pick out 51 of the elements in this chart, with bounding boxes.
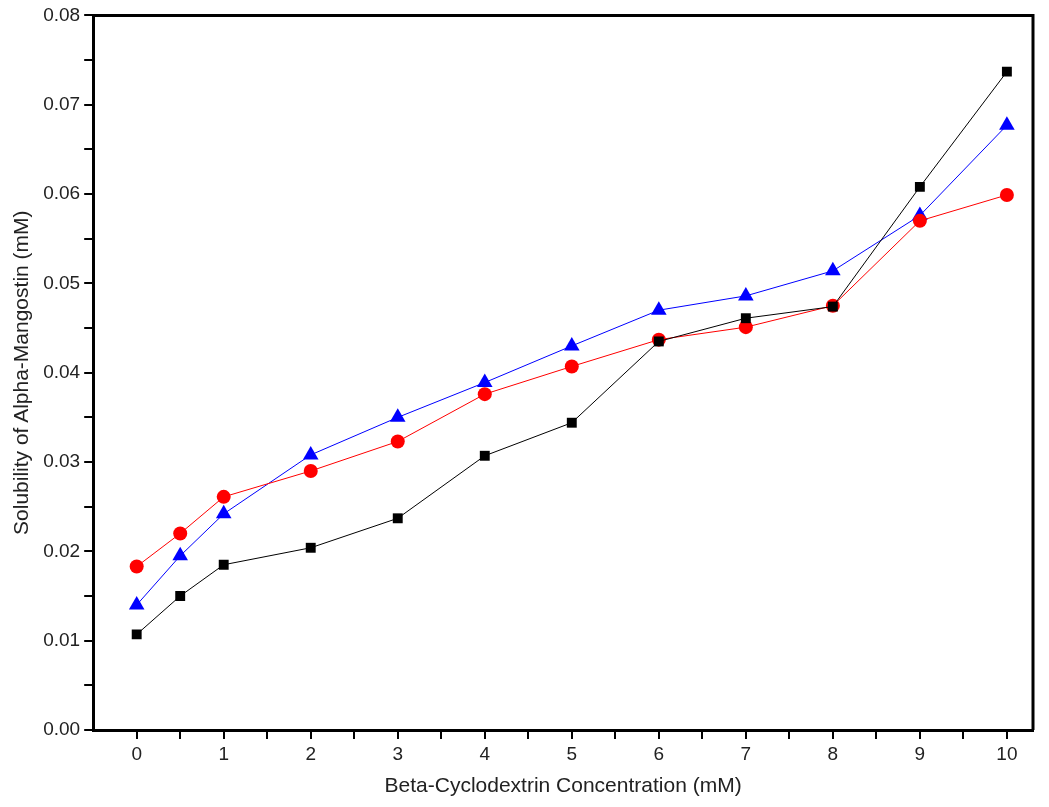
point xyxy=(740,313,751,324)
point xyxy=(175,591,186,601)
point xyxy=(477,387,492,402)
point xyxy=(825,261,841,276)
point xyxy=(389,408,406,422)
point xyxy=(476,373,493,388)
point xyxy=(131,629,142,640)
x-tick-label: 6 xyxy=(653,742,665,764)
point xyxy=(564,336,580,351)
point xyxy=(215,504,232,519)
y-tick-label: 0.01 xyxy=(43,628,81,650)
x-tick-label: 8 xyxy=(827,742,839,764)
point xyxy=(738,286,754,301)
point xyxy=(564,359,579,374)
y-tick-label: 0.07 xyxy=(43,92,81,114)
x-tick-label: 7 xyxy=(740,742,752,764)
point xyxy=(305,542,316,553)
point xyxy=(392,513,403,524)
point xyxy=(1001,66,1012,77)
point xyxy=(303,463,318,478)
x-tick-label: 2 xyxy=(305,742,317,764)
y-axis-title: Solubility of Alpha-Mangostin (mM) xyxy=(9,210,33,535)
point xyxy=(218,559,229,570)
point xyxy=(216,489,231,504)
x-tick-label: 3 xyxy=(392,742,404,764)
point xyxy=(912,213,927,228)
x-tick-label: 5 xyxy=(566,742,578,764)
point xyxy=(479,450,490,461)
x-tick-label: 9 xyxy=(914,742,926,764)
x-tick-label: 0 xyxy=(131,742,142,764)
x-tick-label: 10 xyxy=(996,742,1018,764)
point xyxy=(390,434,405,449)
point xyxy=(651,301,667,315)
y-tick-label: 0.04 xyxy=(43,360,81,382)
point xyxy=(302,445,319,460)
point xyxy=(914,181,925,192)
y-tick-label: 0.03 xyxy=(43,450,81,472)
point xyxy=(653,336,664,347)
point xyxy=(999,116,1015,130)
x-tick-label: 1 xyxy=(218,742,229,764)
point xyxy=(129,559,144,574)
y-tick-label: 0.06 xyxy=(43,182,81,204)
x-tick-label: 4 xyxy=(479,742,491,764)
x-axis-title: Beta-Cyclodextrin Concentration (mM) xyxy=(384,773,742,797)
point xyxy=(566,417,577,428)
point xyxy=(173,526,188,541)
y-tick-label: 0.05 xyxy=(43,271,81,293)
y-tick-label: 0.02 xyxy=(43,539,81,561)
y-tick-label: 0.00 xyxy=(43,718,81,740)
point xyxy=(999,187,1014,202)
y-tick-label: 0.08 xyxy=(43,3,81,25)
